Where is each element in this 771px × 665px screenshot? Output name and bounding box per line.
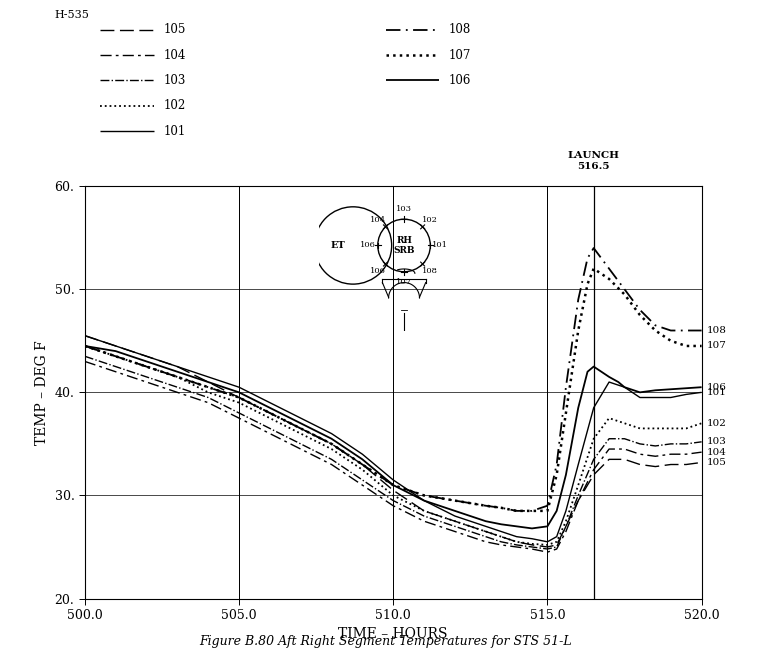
Text: 105: 105 [707,458,727,467]
Text: 107: 107 [707,341,727,350]
Text: 101: 101 [163,124,186,138]
Text: 103: 103 [396,205,412,213]
Text: 106: 106 [360,241,375,249]
Y-axis label: TEMP – DEG F: TEMP – DEG F [35,340,49,445]
Text: 104: 104 [707,448,727,457]
Text: H-535: H-535 [54,10,89,20]
Text: 108: 108 [449,23,471,37]
Text: ET: ET [330,241,345,250]
Text: 105: 105 [163,23,186,37]
Text: 102: 102 [422,215,438,224]
Text: 103: 103 [163,74,186,87]
Text: 108: 108 [422,267,438,275]
Text: 102: 102 [163,99,186,112]
Text: 106: 106 [707,382,727,392]
X-axis label: TIME – HOURS: TIME – HOURS [338,628,448,642]
Text: RH
SRB: RH SRB [393,236,415,255]
Text: 107: 107 [449,49,471,62]
Text: 101: 101 [433,241,449,249]
Text: 103: 103 [707,438,727,446]
Text: LAUNCH
516.5: LAUNCH 516.5 [567,152,620,171]
Text: 106: 106 [370,267,386,275]
Text: Figure B.80 Aft Right Segment Temperatures for STS 51-L: Figure B.80 Aft Right Segment Temperatur… [199,635,572,648]
Text: 104: 104 [370,215,386,224]
Text: 108: 108 [707,326,727,335]
Text: 101: 101 [707,388,727,397]
Text: 107: 107 [396,278,412,286]
Text: 102: 102 [707,419,727,428]
Text: 106: 106 [449,74,471,87]
Text: 104: 104 [163,49,186,62]
